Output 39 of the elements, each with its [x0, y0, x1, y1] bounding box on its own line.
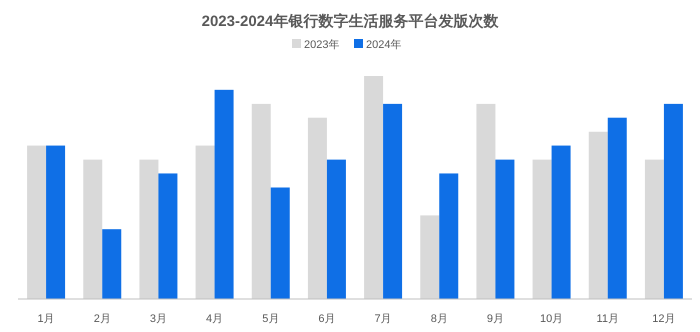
bar — [46, 146, 66, 299]
x-tick-label: 12月 — [652, 313, 676, 325]
x-tick-label: 4月 — [206, 313, 224, 325]
bar — [644, 160, 664, 299]
bar — [476, 104, 496, 299]
x-tick-label: 10月 — [540, 313, 564, 325]
bar — [420, 215, 440, 299]
bar — [102, 229, 122, 299]
x-tick-label: 11月 — [596, 313, 619, 325]
bar — [532, 160, 552, 299]
bar — [588, 132, 608, 299]
bar — [664, 104, 683, 299]
x-tick-label: 7月 — [374, 313, 392, 325]
bar — [326, 160, 346, 299]
bar — [139, 160, 158, 299]
bar — [214, 90, 234, 299]
bar — [439, 173, 458, 299]
bar — [158, 173, 178, 299]
bar — [552, 146, 571, 299]
bar — [83, 160, 102, 299]
x-tick-label: 2月 — [94, 313, 111, 325]
x-tick-label: 8月 — [430, 313, 448, 325]
x-tick-label: 1月 — [38, 313, 55, 325]
legend-label: 2024年 — [366, 39, 402, 51]
bar — [364, 76, 384, 299]
x-tick-label: 6月 — [318, 313, 336, 325]
bar — [608, 118, 627, 299]
x-tick-label: 5月 — [262, 313, 280, 325]
x-tick-label: 9月 — [486, 313, 504, 325]
legend-label: 2023年 — [304, 39, 340, 51]
bar — [252, 104, 271, 299]
x-tick-label: 3月 — [150, 313, 167, 325]
bar — [196, 146, 215, 299]
bar — [495, 160, 514, 299]
chart-title: 2023-2024年银行数字生活服务平台发版次数 — [202, 12, 500, 30]
bar — [383, 104, 402, 299]
bar — [308, 118, 327, 299]
bar — [270, 188, 290, 299]
bar — [27, 146, 46, 299]
